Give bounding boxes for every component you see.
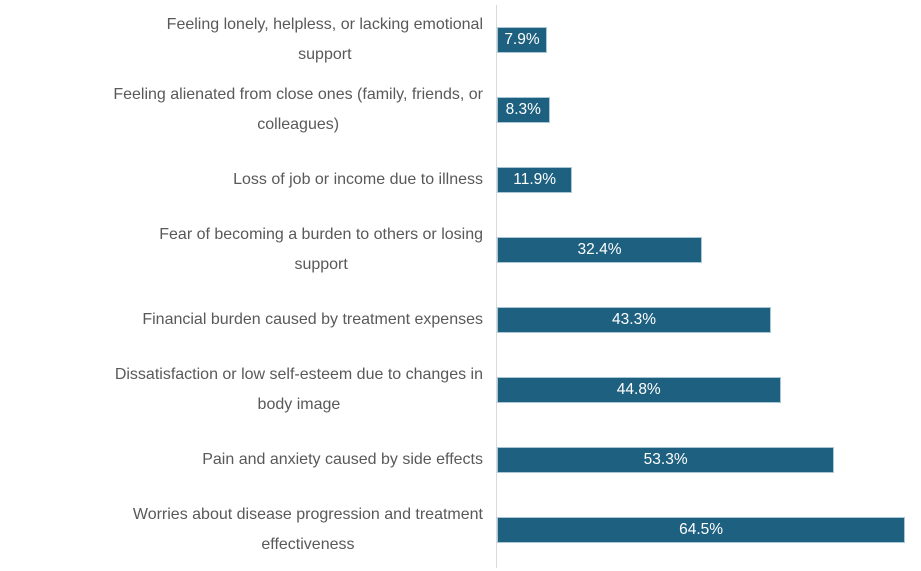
bar: 43.3% bbox=[497, 307, 772, 333]
bar: 53.3% bbox=[497, 447, 835, 473]
chart-row: Financial burden caused by treatment exp… bbox=[0, 285, 921, 355]
category-label: Dissatisfaction or low self-esteem due t… bbox=[114, 366, 483, 413]
y-axis-line bbox=[496, 5, 497, 568]
bar: 7.9% bbox=[497, 27, 547, 53]
chart-row: Feeling lonely, helpless, or lacking emo… bbox=[0, 5, 921, 75]
category-label: Pain and anxiety caused by side effects bbox=[202, 451, 483, 468]
category-label: Fear of becoming a burden to others or l… bbox=[159, 226, 483, 273]
plot-area: Feeling lonely, helpless, or lacking emo… bbox=[0, 5, 921, 565]
category-label: Loss of job or income due to illness bbox=[233, 171, 483, 188]
bar-value-label: 64.5% bbox=[679, 521, 724, 538]
bar-value-label: 43.3% bbox=[612, 311, 656, 328]
chart-row: Worries about disease progression and tr… bbox=[0, 495, 921, 565]
bar-value-label: 44.8% bbox=[616, 381, 661, 398]
category-label: Feeling lonely, helpless, or lacking emo… bbox=[166, 16, 483, 63]
category-label: Feeling alienated from close ones (famil… bbox=[113, 86, 483, 133]
bar: 44.8% bbox=[497, 377, 781, 403]
category-label: Worries about disease progression and tr… bbox=[132, 506, 483, 553]
chart-row: Feeling alienated from close ones (famil… bbox=[0, 75, 921, 145]
chart-row: Fear of becoming a burden to others or l… bbox=[0, 215, 921, 285]
bar: 11.9% bbox=[497, 167, 573, 193]
category-label: Financial burden caused by treatment exp… bbox=[142, 311, 483, 328]
bar: 64.5% bbox=[497, 517, 906, 543]
bar: 32.4% bbox=[497, 237, 703, 263]
bar: 8.3% bbox=[497, 97, 550, 123]
bar-value-label: 8.3% bbox=[505, 101, 541, 118]
chart-row: Pain and anxiety caused by side effects … bbox=[0, 425, 921, 495]
chart-row: Dissatisfaction or low self-esteem due t… bbox=[0, 355, 921, 425]
bar-value-label: 7.9% bbox=[504, 31, 540, 48]
chart-row: Loss of job or income due to illness 11.… bbox=[0, 145, 921, 215]
bar-value-label: 11.9% bbox=[513, 171, 557, 188]
bar-value-label: 53.3% bbox=[643, 451, 688, 468]
bar-value-label: 32.4% bbox=[577, 241, 622, 258]
